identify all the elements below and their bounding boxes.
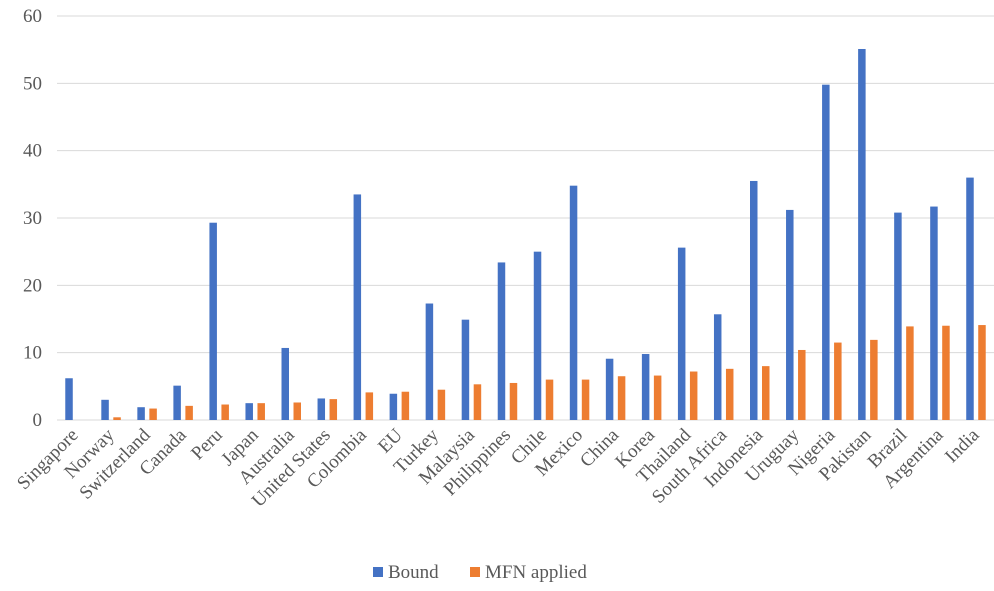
bar-mfn-applied: [257, 403, 265, 420]
bar-mfn-applied: [113, 417, 121, 420]
x-category-label: China: [576, 424, 623, 471]
bar-bound: [786, 209, 794, 420]
y-tick-label: 60: [23, 6, 42, 27]
bar-mfn-applied: [689, 371, 698, 420]
bar-bound: [930, 206, 938, 420]
bar-bound: [858, 48, 866, 420]
gridlines: [57, 15, 994, 421]
bar-bound: [389, 393, 398, 420]
bar-mfn-applied: [870, 339, 878, 420]
bar-mfn-applied: [185, 405, 193, 420]
y-tick-label: 50: [23, 73, 42, 94]
bar-bound: [281, 347, 289, 420]
legend-label: MFN applied: [485, 562, 587, 583]
bar-mfn-applied: [978, 325, 986, 420]
bar-bound: [461, 319, 470, 420]
bar-mfn-applied: [149, 408, 157, 420]
x-category-label: India: [941, 424, 984, 467]
bar-mfn-applied: [725, 368, 734, 420]
bar-mfn-applied: [545, 379, 554, 420]
legend: Bound MFN applied: [373, 562, 587, 583]
bar-mfn-applied: [401, 391, 410, 420]
legend-label: Bound: [388, 562, 439, 583]
x-axis-categories: SingaporeNorwaySwitzerlandCanadaPeruJapa…: [13, 424, 984, 511]
y-tick-label: 40: [23, 141, 42, 162]
bar-bound: [209, 222, 217, 420]
bar-bound: [713, 314, 722, 420]
bar-bound: [317, 398, 326, 420]
bar-bound: [173, 385, 181, 420]
bar-bound: [966, 177, 974, 420]
bar-bound: [894, 212, 902, 420]
bar-bound: [822, 84, 830, 421]
bar-mfn-applied: [942, 325, 950, 420]
bar-mfn-applied: [906, 326, 914, 420]
bars: [65, 48, 986, 421]
bar-bound: [641, 354, 650, 420]
bar-mfn-applied: [437, 389, 446, 420]
bar-mfn-applied: [653, 375, 662, 420]
bar-mfn-applied: [365, 392, 374, 420]
bar-mfn-applied: [293, 402, 301, 420]
bar-mfn-applied: [473, 384, 482, 420]
y-tick-label: 20: [23, 275, 42, 296]
bar-mfn-applied: [617, 376, 626, 420]
bar-bound: [533, 251, 542, 420]
bar-bound: [137, 407, 145, 420]
bar-mfn-applied: [329, 399, 338, 420]
bar-bound: [605, 358, 614, 420]
bar-mfn-applied: [762, 366, 770, 420]
bar-bound: [425, 303, 434, 420]
bar-mfn-applied: [834, 342, 842, 420]
bar-mfn-applied: [509, 382, 518, 420]
bar-bound: [353, 194, 362, 420]
bar-bound: [497, 262, 506, 420]
bar-mfn-applied: [798, 349, 806, 420]
legend-swatch: [470, 567, 480, 577]
y-tick-label: 0: [33, 410, 43, 431]
bar-bound: [569, 185, 578, 420]
bar-bound: [101, 399, 109, 420]
legend-swatch: [373, 567, 383, 577]
y-tick-label: 10: [23, 343, 42, 364]
bar-bound: [65, 378, 73, 420]
bar-bound: [677, 247, 686, 420]
y-tick-label: 30: [23, 208, 42, 229]
bar-mfn-applied: [581, 379, 590, 420]
bar-bound: [750, 180, 758, 420]
bar-bound: [245, 403, 253, 420]
bar-mfn-applied: [221, 404, 229, 420]
y-axis-ticks: 0 10 20 30 40 50 60: [23, 6, 42, 431]
